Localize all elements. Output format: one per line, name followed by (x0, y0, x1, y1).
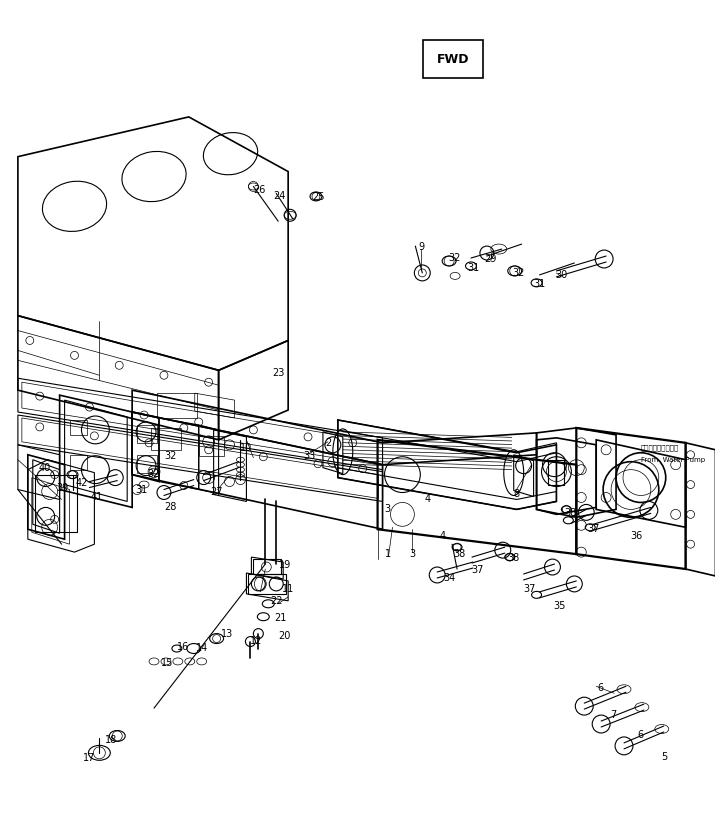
Bar (137, 455, 157, 473)
Text: 42: 42 (76, 478, 88, 488)
Text: 16: 16 (176, 642, 189, 652)
Text: 14: 14 (196, 642, 208, 652)
Text: From  Water Pump: From Water Pump (641, 457, 705, 463)
Text: 40: 40 (39, 463, 51, 473)
Text: 20: 20 (278, 631, 290, 641)
Text: 34: 34 (443, 573, 455, 583)
Text: 13: 13 (222, 628, 234, 638)
Text: 31: 31 (467, 263, 479, 273)
Text: 41: 41 (90, 493, 102, 503)
Text: 28: 28 (165, 503, 177, 513)
Text: 3: 3 (409, 549, 415, 559)
Text: 31: 31 (135, 484, 147, 494)
Bar (253, 559, 282, 574)
Text: 31: 31 (534, 279, 546, 289)
Text: 12: 12 (250, 636, 263, 646)
Text: 25: 25 (312, 193, 325, 203)
Text: 17: 17 (84, 753, 96, 763)
Text: 32: 32 (147, 469, 159, 479)
Bar (549, 460, 564, 484)
Bar (151, 428, 181, 450)
Bar (157, 393, 197, 418)
Text: 6: 6 (638, 730, 644, 740)
Text: 19: 19 (279, 560, 292, 570)
Text: 24: 24 (273, 191, 285, 201)
Bar (423, 41, 483, 78)
Text: 38: 38 (564, 509, 577, 519)
Text: 21: 21 (274, 612, 287, 622)
Text: 11: 11 (282, 584, 294, 594)
Text: 38: 38 (453, 549, 465, 559)
Text: 7: 7 (610, 710, 616, 720)
Text: 1: 1 (384, 549, 390, 559)
Bar (70, 420, 87, 435)
Text: 4: 4 (439, 531, 445, 541)
Text: 35: 35 (553, 601, 566, 611)
Text: 30: 30 (555, 270, 567, 280)
Bar (70, 455, 87, 470)
Text: 37: 37 (472, 565, 484, 575)
Text: 37: 37 (587, 524, 599, 534)
Text: 10: 10 (240, 443, 253, 453)
Text: 32: 32 (165, 450, 177, 460)
Bar (248, 574, 286, 594)
Text: FWD: FWD (437, 53, 469, 66)
Bar (199, 436, 224, 455)
Text: 5: 5 (662, 752, 668, 762)
Text: 33: 33 (303, 450, 315, 460)
Text: 37: 37 (523, 584, 536, 594)
Text: 8: 8 (513, 489, 520, 499)
Text: 23: 23 (272, 368, 284, 378)
Text: 9: 9 (418, 242, 424, 252)
Text: 6: 6 (597, 683, 603, 693)
Text: 3: 3 (384, 504, 390, 514)
Text: 18: 18 (105, 735, 117, 745)
Text: 27: 27 (210, 486, 223, 496)
Text: 15: 15 (161, 658, 173, 668)
Text: 32: 32 (513, 268, 525, 278)
Text: 26: 26 (253, 185, 266, 195)
Bar (137, 425, 157, 443)
Bar (35, 475, 76, 532)
Text: 4: 4 (424, 494, 431, 504)
Text: 32: 32 (448, 253, 460, 263)
Text: 36: 36 (631, 531, 643, 541)
Text: 39: 39 (56, 483, 68, 493)
Text: 2: 2 (325, 438, 331, 448)
Text: 38: 38 (508, 553, 520, 563)
Text: 22: 22 (270, 596, 282, 606)
Text: 29: 29 (485, 254, 497, 264)
Text: ウォータポンプから: ウォータポンプから (641, 445, 679, 451)
